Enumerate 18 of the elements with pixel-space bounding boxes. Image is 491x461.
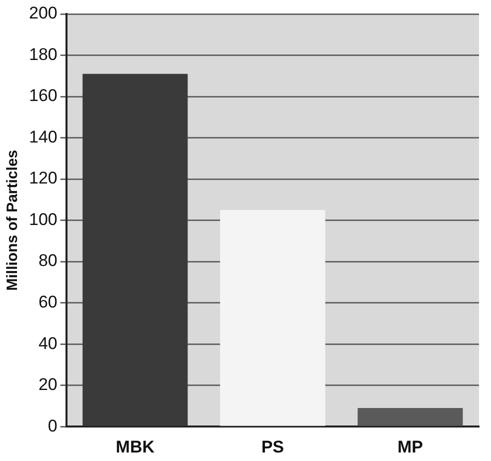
y-tick-label: 60 xyxy=(38,292,58,312)
y-tick-label: 20 xyxy=(38,375,58,394)
y-tick-label: 160 xyxy=(28,86,58,106)
y-tick-label: 40 xyxy=(38,334,58,353)
y-tick-label: 200 xyxy=(28,4,58,23)
x-tick-label: MBK xyxy=(116,437,156,456)
y-tick-label: 0 xyxy=(48,416,58,436)
y-tick-label: 180 xyxy=(28,44,58,64)
y-tick-label: 120 xyxy=(28,168,58,188)
y-tick-label: 80 xyxy=(38,251,58,270)
bar xyxy=(82,74,188,426)
y-tick-label: 100 xyxy=(28,210,58,229)
y-axis-title: Millions of Particles xyxy=(4,150,22,291)
bar xyxy=(358,408,463,426)
x-tick-label: MP xyxy=(397,437,423,456)
y-tick-label: 140 xyxy=(28,127,58,146)
bar xyxy=(220,210,326,426)
x-tick-label: PS xyxy=(261,437,284,456)
